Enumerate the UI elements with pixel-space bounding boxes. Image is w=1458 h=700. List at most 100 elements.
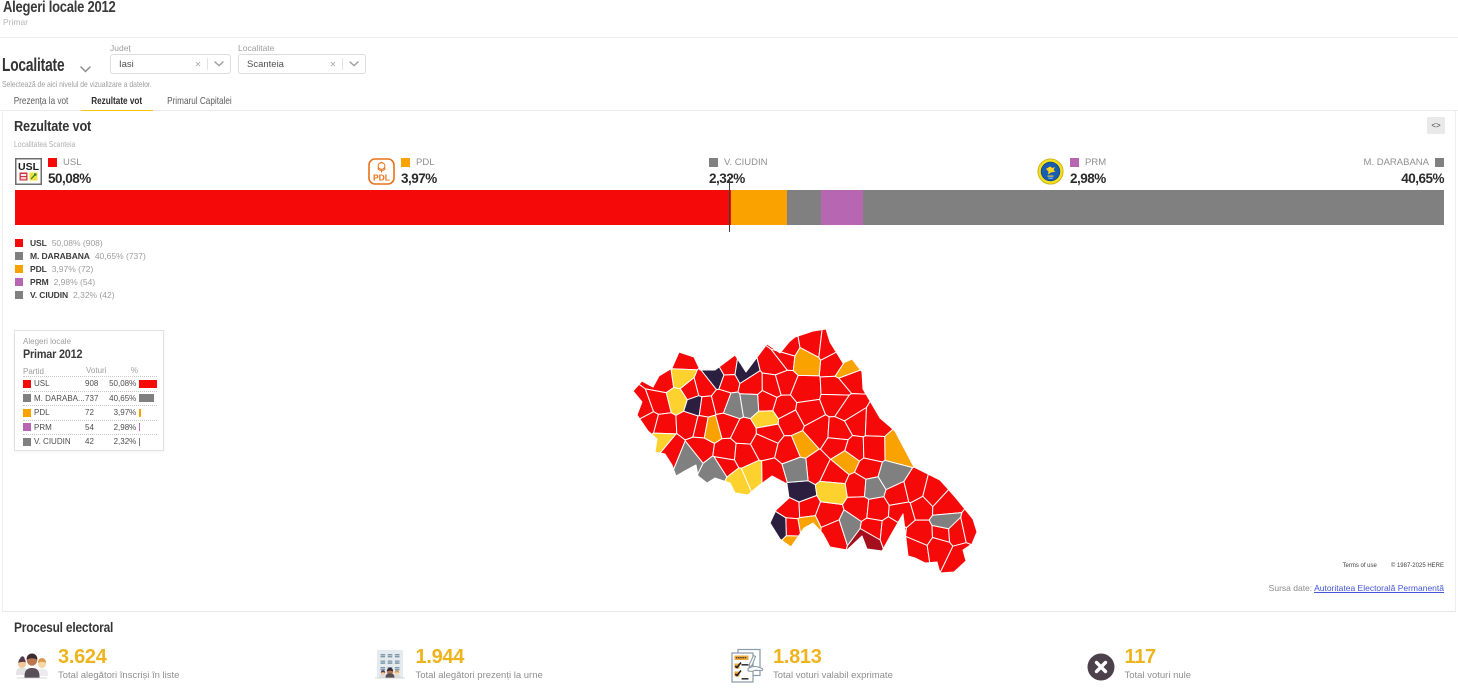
tab-prezenta-la-vot[interactable]: Prezența la vot [0, 90, 82, 111]
stat-label: Total alegători prezenți la urne [415, 670, 543, 681]
electoral-stats: 3.624 Total alegători înscriși în liste [14, 647, 1444, 687]
party-summary-prm: PRM 2,98% [1037, 157, 1106, 186]
legend-name: V. CIUDIN [30, 290, 68, 301]
voters-people-icon [16, 653, 48, 679]
bar-segment-prm[interactable] [820, 190, 864, 225]
prm-percent: 2,98% [1070, 171, 1106, 186]
row-votes: 42 [85, 437, 94, 447]
darabana-percent: 40,65% [1401, 171, 1444, 186]
usl-logo: USL [15, 158, 42, 185]
stat-label: Total voturi nule [1124, 670, 1192, 681]
source-link[interactable]: Autoritatea Electorală Permanentă [1314, 583, 1444, 593]
legend-row-darabana: M. DARABANA 40,65% (737) [15, 249, 146, 262]
party-summary-ciudin: V. CIUDIN 2,32% [709, 157, 767, 186]
row-swatch [23, 408, 31, 417]
judet-chevron-down-icon[interactable] [208, 61, 230, 67]
legend-swatch [15, 278, 23, 287]
row-mini-bar [139, 423, 141, 432]
row-swatch [23, 379, 31, 388]
tab-rezultate-vot[interactable]: Rezultate vot [81, 90, 153, 113]
ballot-checklist-icon [731, 648, 764, 683]
bar-segment-darabana[interactable] [863, 190, 1444, 225]
darabana-swatch [1435, 157, 1444, 167]
legend-swatch [15, 251, 23, 260]
card-col-pct: % [130, 366, 138, 375]
legend-value: 2,32% (42) [73, 290, 115, 301]
stat-value: 117 [1124, 646, 1157, 668]
judet-divider [207, 58, 208, 70]
row-swatch [23, 423, 31, 432]
card-kicker: Alegeri locale [23, 337, 72, 346]
county-map[interactable] [620, 320, 1000, 580]
card-col-voturi: Voturi [86, 366, 107, 375]
localitate-combobox[interactable]: Scanteia ✕ [238, 54, 366, 74]
map-terms-link[interactable]: Terms of use [1342, 563, 1377, 569]
tab-primarul-capitalei[interactable]: Primarul Capitalei [153, 90, 245, 111]
prm-name: PRM [1085, 156, 1107, 168]
legend-name: M. DARABANA [30, 250, 90, 261]
row-mini-bar [139, 437, 141, 446]
row-votes: 72 [85, 408, 94, 418]
card-col-partid: Partid [23, 366, 44, 376]
row-mini-bar [139, 394, 154, 403]
map-copyright: © 1987-2025 HERE [1390, 563, 1444, 569]
row-votes: 737 [85, 393, 99, 403]
legend-row-usl: USL 50,08% (908) [15, 236, 146, 249]
judet-clear-icon[interactable]: ✕ [194, 59, 202, 69]
legend-value: 50,08% (908) [51, 237, 103, 248]
card-row-usl[interactable]: USL 908 50,08% [23, 376, 157, 391]
pdl-swatch [401, 157, 410, 167]
localitate-clear-icon[interactable]: ✕ [329, 59, 337, 69]
results-legend: USL 50,08% (908) M. DARABANA 40,65% (737… [15, 236, 146, 302]
svg-text:PDL: PDL [373, 173, 390, 183]
stat-registered: 3.624 Total alegători înscriși în liste [14, 647, 372, 687]
legend-row-pdl: PDL 3,97% (72) [15, 262, 146, 275]
null-vote-x-icon [1087, 653, 1114, 681]
usl-swatch [48, 157, 57, 167]
footer-title: Procesul electoral [14, 620, 114, 635]
legend-value: 3,97% (72) [51, 263, 94, 274]
judet-value[interactable]: Iasi [119, 58, 134, 70]
party-summary-pdl: PDL PDL 3,97% [368, 157, 437, 186]
legend-row-prm: PRM 2,98% (54) [15, 276, 146, 289]
tab-bar: Prezența la vot Rezultate vot Primarul C… [0, 90, 1458, 113]
legend-swatch [15, 238, 23, 247]
judet-label: Județ [110, 43, 131, 53]
legend-value: 2,98% (54) [53, 277, 96, 288]
embed-code-button[interactable]: <> [1427, 117, 1445, 134]
row-percent: 2,98% [113, 422, 137, 432]
tab-label: Prezența la vot [13, 94, 69, 107]
level-chevron-down-icon[interactable] [80, 60, 91, 78]
map-attribution: Terms of use © 1987-2025 HERE [1343, 563, 1444, 569]
results-stacked-bar [15, 190, 1444, 225]
localitate-divider [342, 58, 343, 70]
card-row-pdl[interactable]: PDL 72 3,97% [23, 405, 157, 420]
judet-combobox[interactable]: Iasi ✕ [110, 54, 231, 74]
legend-value: 40,65% (737) [94, 250, 146, 261]
row-votes: 54 [85, 422, 94, 432]
party-summary-darabana: M. DARABANA 40,65% [1363, 156, 1445, 187]
localitate-value[interactable]: Scanteia [247, 58, 284, 70]
row-swatch [23, 437, 31, 446]
row-mini-bar [139, 379, 157, 388]
darabana-name: M. DARABANA [1363, 156, 1429, 168]
localitate-chevron-down-icon[interactable] [343, 61, 365, 67]
card-row-prm[interactable]: PRM 54 2,98% [23, 419, 157, 435]
row-party: M. DARABA... [34, 393, 85, 403]
stat-label: Total voturi valabil exprimate [773, 670, 893, 681]
card-row-ciudin[interactable]: V. CIUDIN 42 2,32% [23, 434, 157, 449]
bar-segment-ciudin[interactable] [787, 190, 821, 225]
tab-label: Rezultate vot [91, 94, 143, 107]
legend-name: USL [30, 237, 47, 248]
legend-swatch [15, 264, 23, 273]
stat-turnout: 1.944 Total alegători prezenți la urne [372, 647, 730, 687]
selector-hint: Selectează de aici nivelul de vizualizar… [2, 79, 152, 89]
stat-label: Total alegători înscriși în liste [58, 670, 180, 681]
row-party: PDL [34, 408, 50, 418]
card-row-darabana[interactable]: M. DARABA... 737 40,65% [23, 390, 157, 406]
bar-segment-usl[interactable] [15, 190, 731, 225]
row-votes: 908 [85, 379, 99, 389]
prm-logo [1037, 158, 1064, 185]
bar-segment-pdl[interactable] [730, 190, 788, 225]
